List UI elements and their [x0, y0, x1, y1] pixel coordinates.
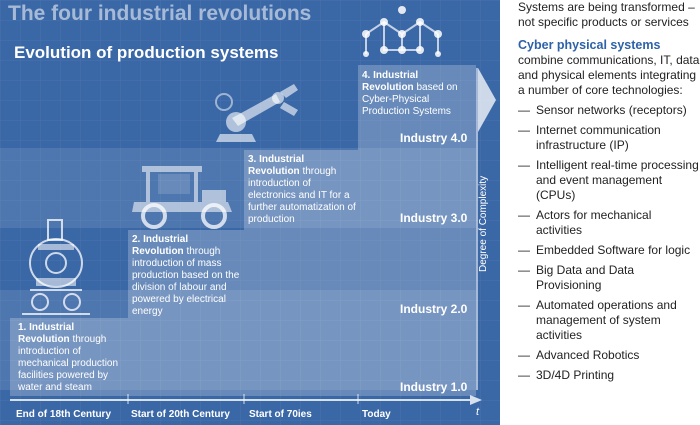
band-level-4	[0, 148, 476, 228]
industrial-revolutions-diagram: The four industrial revolutions Evolutio…	[0, 0, 500, 425]
list-item-text: Automated operations and management of s…	[536, 298, 677, 342]
vintage-car-icon	[132, 166, 232, 229]
cps-description: combine communications, IT, data and phy…	[518, 53, 700, 97]
list-item: — Sensor networks (receptors)	[518, 103, 700, 118]
network-nodes-icon	[362, 6, 442, 57]
bullet-marker: —	[518, 263, 530, 277]
revolution-4-text: 4. Industrial Revolution based on Cyber-…	[362, 70, 472, 118]
revolution-1-heading: 1. Industrial Revolution	[18, 322, 75, 345]
diagram-title: The four industrial revolutions	[8, 2, 312, 25]
list-item-text: 3D/4D Printing	[536, 368, 615, 382]
era-label-3: Start of 70ies	[249, 409, 312, 420]
list-item-text: Intelligent real-time processing and eve…	[536, 158, 699, 202]
bullet-marker: —	[518, 103, 530, 117]
revolution-3-heading: 3. Industrial Revolution	[248, 154, 305, 177]
revolution-1-text: 1. Industrial Revolution through introdu…	[18, 322, 126, 394]
bullet-marker: —	[518, 123, 530, 137]
revolution-4-body: based on Cyber-Physical Production Syste…	[362, 82, 458, 117]
list-item: — Internet communication infrastructure (…	[518, 123, 700, 153]
step-4	[358, 65, 476, 396]
revolution-1-body: through introduction of mechanical produ…	[18, 334, 119, 393]
time-axis	[10, 394, 482, 405]
list-item: — 3D/4D Printing	[518, 368, 700, 383]
list-item-text: Advanced Robotics	[536, 348, 640, 362]
step-2	[128, 230, 244, 396]
step-3	[244, 150, 358, 396]
step-1	[10, 318, 128, 396]
level-label-1: Industry 1.0	[400, 380, 468, 394]
level-label-4: Industry 4.0	[400, 131, 468, 145]
bullet-marker: —	[518, 348, 530, 362]
cps-title: Cyber physical systems	[518, 38, 661, 52]
intro-text: Systems are being transformed – not spec…	[518, 0, 695, 29]
bullet-marker: —	[518, 298, 530, 312]
revolution-3-text: 3. Industrial Revolution through introdu…	[248, 154, 356, 226]
list-item-text: Sensor networks (receptors)	[536, 103, 687, 117]
bullet-marker: —	[518, 208, 530, 222]
background-grid	[0, 0, 500, 425]
list-item: — Advanced Robotics	[518, 348, 700, 363]
era-label-4: Today	[362, 409, 391, 420]
revolution-2-text: 2. Industrial Revolution through introdu…	[132, 234, 242, 318]
steam-locomotive-icon	[22, 219, 90, 315]
robot-arm-icon	[215, 84, 298, 142]
revolution-2-body: through introduction of mass production …	[132, 246, 240, 317]
level-label-3: Industry 3.0	[400, 211, 468, 225]
list-item-text: Actors for mechanical activities	[536, 208, 652, 237]
list-item: — Actors for mechanical activities	[518, 208, 700, 238]
complexity-arrow	[476, 68, 496, 390]
bullet-marker: —	[518, 368, 530, 382]
revolution-3-body: through introduction of electronics and …	[248, 166, 356, 225]
bullet-marker: —	[518, 243, 530, 257]
level-label-2: Industry 2.0	[400, 302, 468, 316]
complexity-axis-label: Degree of Complexity	[478, 175, 489, 272]
time-axis-label: t	[476, 406, 480, 418]
era-label-2: Start of 20th Century	[131, 409, 230, 420]
era-label-1: End of 18th Century	[16, 409, 112, 420]
revolution-4-heading: 4. Industrial Revolution	[362, 70, 419, 93]
revolution-2-heading: 2. Industrial Revolution	[132, 234, 189, 257]
list-item-text: Internet communication infrastructure (I…	[536, 123, 661, 152]
list-item: — Big Data and Data Provisioning	[518, 263, 700, 293]
list-item-text: Embedded Software for logic	[536, 243, 691, 257]
list-item: — Intelligent real-time processing and ev…	[518, 158, 700, 203]
cyber-physical-systems-text: Systems are being transformed – not spec…	[518, 0, 700, 388]
list-item: — Embedded Software for logic	[518, 243, 700, 258]
list-item: — Automated operations and management of …	[518, 298, 700, 343]
core-technologies-list: — Sensor networks (receptors) — Internet c…	[518, 103, 700, 383]
list-item-text: Big Data and Data Provisioning	[536, 263, 635, 292]
bullet-marker: —	[518, 158, 530, 172]
diagram-subtitle: Evolution of production systems	[14, 43, 279, 62]
